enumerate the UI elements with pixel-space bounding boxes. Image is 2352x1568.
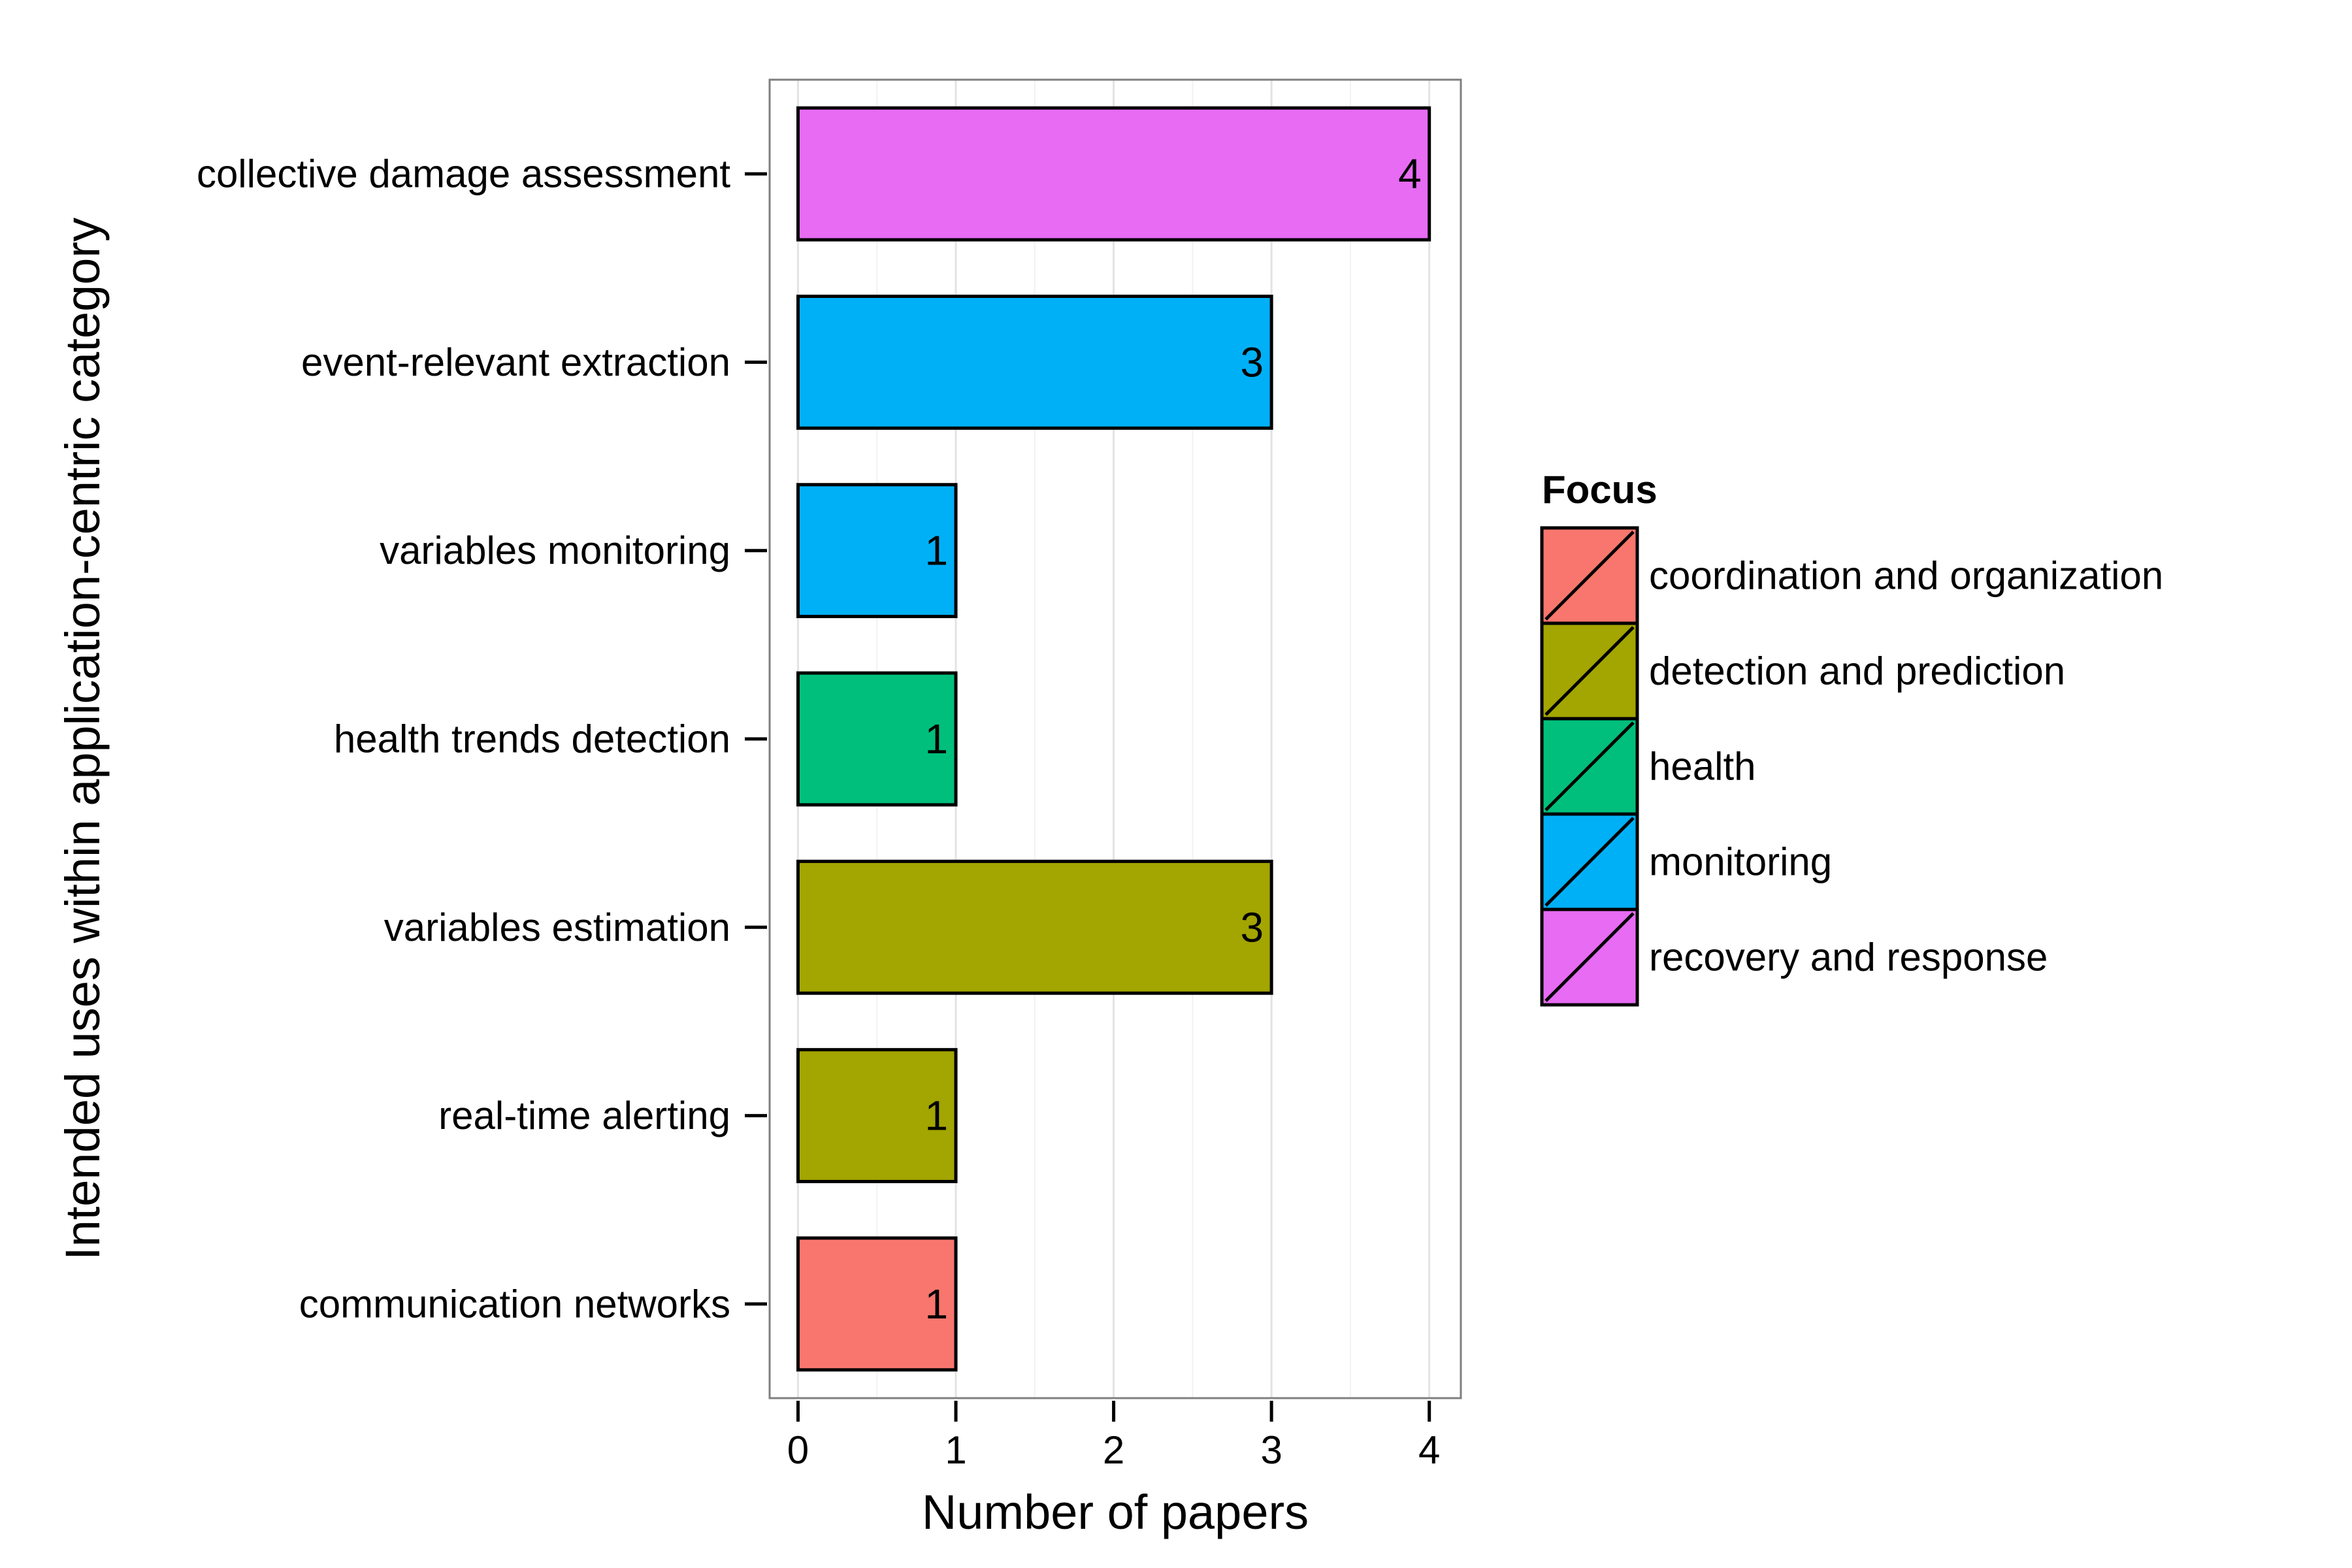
bars [796, 106, 1431, 1372]
bar-data-label: 3 [1241, 338, 1264, 385]
legend-key-slash [1544, 626, 1635, 716]
x-tick-label: 2 [1103, 1428, 1124, 1472]
y-tick-label: health trends detection [334, 717, 730, 761]
bar-data-label: 1 [924, 1092, 948, 1139]
bar [796, 671, 958, 807]
x-tick-label: 1 [945, 1428, 966, 1472]
legend-key-slash [1544, 721, 1635, 811]
bar-data-label: 1 [924, 1281, 948, 1328]
y-tick-label: real-time alerting [438, 1094, 730, 1137]
y-tick-label: variables monitoring [380, 529, 730, 572]
y-tick-label: event-relevant extraction [301, 340, 730, 384]
y-tick-label: collective damage assessment [197, 152, 730, 196]
y-tick-label: variables estimation [384, 906, 730, 949]
bar [796, 295, 1273, 430]
y-tick-label: communication networks [299, 1282, 730, 1326]
bar-data-label: 3 [1241, 904, 1264, 951]
legend: Focus coordination and organization detec… [1540, 468, 2163, 1007]
bar [796, 483, 958, 619]
legend-label: health [1649, 745, 1756, 789]
legend-label: detection and prediction [1649, 649, 2065, 693]
x-axis: 0 1 2 3 4 [787, 1401, 1440, 1472]
bar-data-labels: 4 3 1 1 3 1 1 [924, 150, 1421, 1328]
x-axis-title: Number of papers [922, 1485, 1309, 1539]
legend-key-slash [1544, 817, 1635, 907]
x-tick-label: 0 [787, 1428, 809, 1472]
legend-title: Focus [1542, 468, 1658, 512]
panel-border [768, 78, 1462, 1399]
legend-label: recovery and response [1649, 936, 2048, 979]
bar-data-label: 4 [1398, 150, 1422, 197]
bar-data-label: 1 [924, 715, 948, 762]
bar-data-label: 1 [924, 527, 948, 574]
y-axis: collective damage assessment event-releva… [197, 152, 767, 1326]
bar [796, 859, 1273, 995]
x-tick-label: 3 [1260, 1428, 1282, 1472]
bar [796, 1048, 958, 1183]
y-axis-title: Intended uses within application-centric… [56, 218, 110, 1260]
legend-label: coordination and organization [1649, 554, 2163, 598]
bar [796, 1236, 958, 1372]
bar [796, 106, 1431, 242]
legend-key-slash [1544, 531, 1635, 621]
legend-label: monitoring [1649, 840, 1832, 884]
x-tick-label: 4 [1418, 1428, 1440, 1472]
legend-key-slash [1544, 912, 1635, 1002]
